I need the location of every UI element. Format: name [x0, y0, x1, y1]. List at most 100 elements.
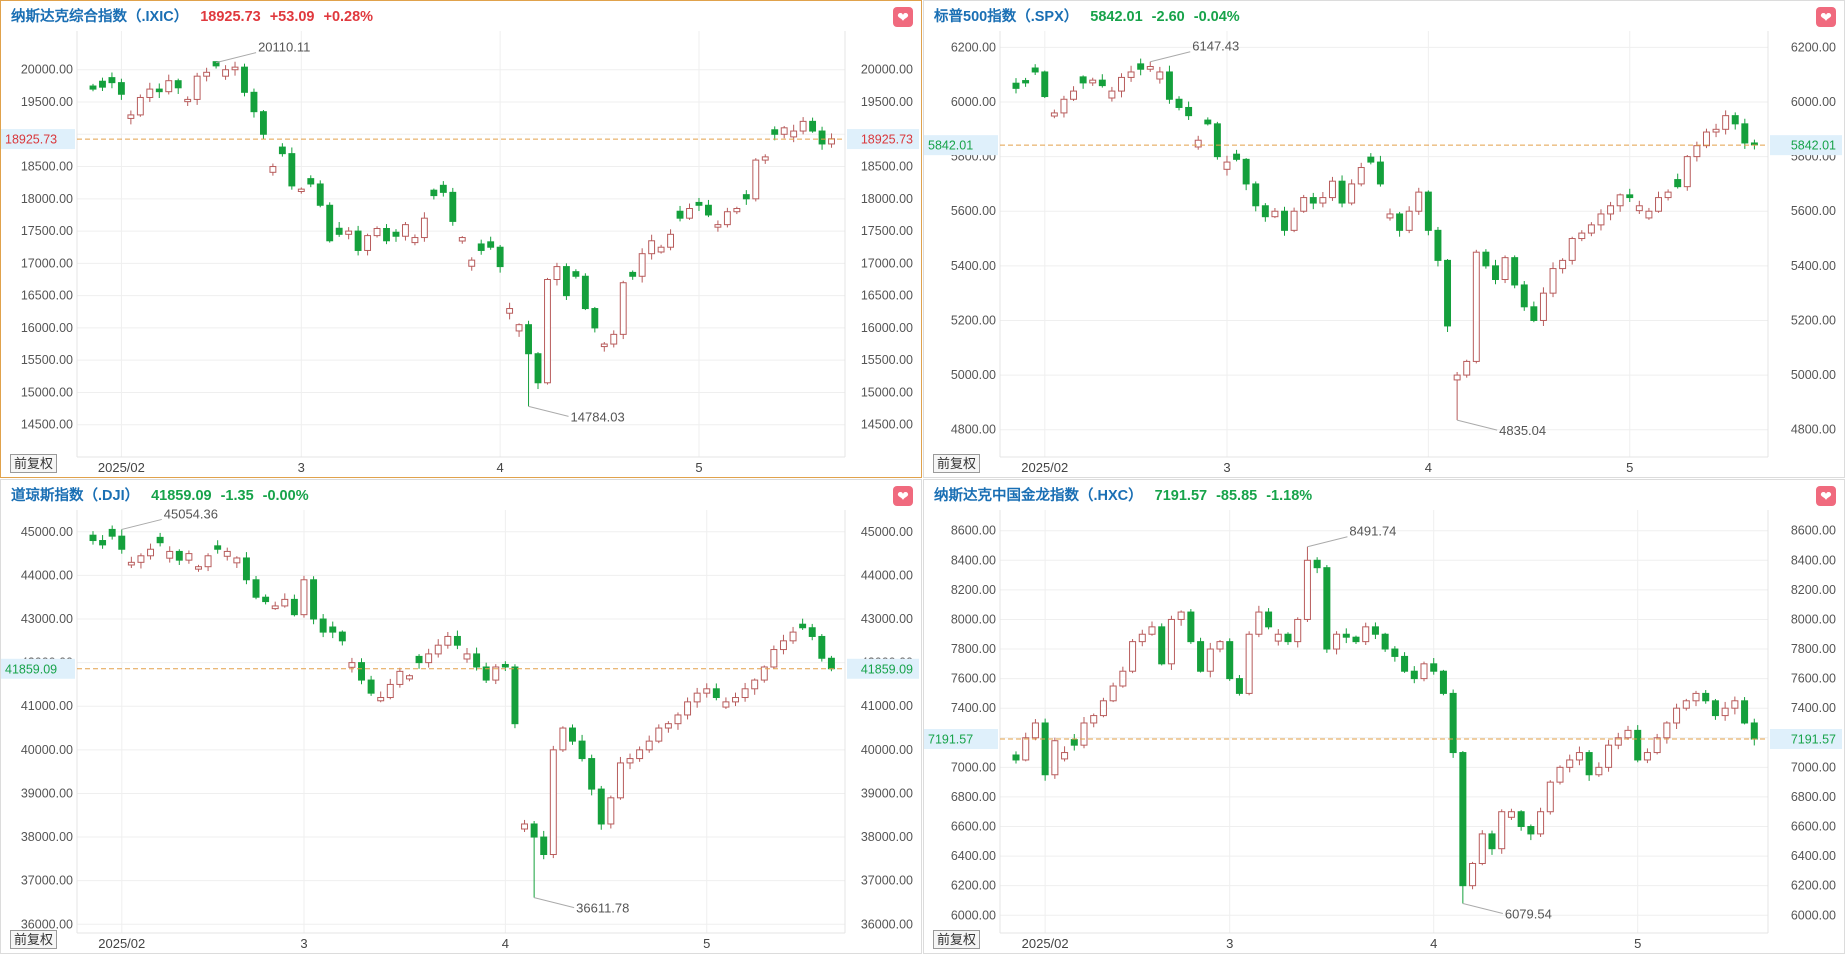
candle-down [329, 626, 337, 633]
y-tick-label-right: 4800.00 [1791, 423, 1836, 437]
index-name[interactable]: 纳斯达克综合指数（.IXIC） [11, 9, 189, 25]
index-name[interactable]: 标普500指数（.SPX） [934, 9, 1079, 25]
panel-ixic[interactable]: 纳斯达克综合指数（.IXIC） 18925.73 +53.09 +0.28% ❤ 20… [0, 0, 922, 478]
panel-hxc[interactable]: 纳斯达克中国金龙指数（.HXC） 7191.57 -85.85 -1.18% ❤ 86… [923, 479, 1845, 954]
candle-up [231, 66, 239, 71]
candle-up [544, 279, 551, 384]
candle-down [597, 788, 605, 825]
favorite-heart-icon[interactable]: ❤ [893, 486, 913, 506]
candlestick-chart[interactable]: 8600.00 8600.00 8400.00 8400.00 8200.00 8200.… [924, 480, 1844, 953]
candle-up [405, 675, 413, 680]
candle-up [1099, 700, 1107, 717]
candle-down [1424, 191, 1432, 231]
candle-up [137, 555, 145, 563]
candle-down [771, 129, 779, 135]
y-tick-label-right: 19500.00 [861, 95, 913, 109]
candle-down [307, 178, 315, 185]
candle-down [525, 324, 532, 355]
candle-up [1616, 194, 1624, 207]
candle-up [1653, 737, 1661, 754]
candle-down [108, 528, 116, 537]
candle-down [1313, 559, 1321, 569]
candle-up [1731, 700, 1739, 709]
candle-down [1750, 722, 1758, 740]
candlestick-chart[interactable]: 20000.0020000.0019500.0019500.0019000.00… [1, 1, 921, 477]
y-tick-label-right: 6000.00 [1791, 95, 1836, 109]
candle-up [411, 237, 419, 244]
candle-up [1463, 360, 1471, 376]
y-tick-label-left: 36000.00 [21, 917, 73, 931]
index-change-pct: +0.28% [323, 9, 374, 25]
candle-up [1206, 648, 1214, 672]
candle-up [281, 598, 289, 607]
candle-up [1420, 663, 1428, 680]
candle-up [1655, 197, 1662, 212]
current-price-label-left: 7191.57 [928, 733, 973, 747]
favorite-heart-icon[interactable]: ❤ [1816, 7, 1836, 27]
candle-down [1367, 156, 1375, 163]
candle-down [1012, 82, 1020, 89]
candle-down [588, 758, 596, 790]
candle-down [242, 557, 250, 581]
current-price-label-right: 18925.73 [861, 133, 913, 147]
candle-down [354, 230, 362, 251]
candle-up [751, 679, 759, 690]
candle-up [790, 130, 798, 138]
candle-up [1469, 862, 1477, 887]
candle-up [1061, 752, 1069, 760]
candle-down [1702, 692, 1710, 702]
candle-up [203, 71, 211, 77]
adjust-mode-button[interactable]: 前复权 [10, 454, 58, 473]
y-tick-label-left: 6400.00 [951, 849, 996, 863]
candle-up [402, 224, 409, 237]
index-price: 5842.01 [1090, 9, 1143, 25]
candle-down [1626, 194, 1634, 199]
candle-down [511, 666, 519, 725]
candle-up [1722, 115, 1730, 130]
y-tick-label-right: 15000.00 [861, 385, 913, 399]
candle-up [1148, 626, 1156, 635]
index-name[interactable]: 道琼斯指数（.DJI） [11, 488, 140, 504]
candle-down [1391, 648, 1399, 657]
candle-up [458, 237, 466, 242]
candle-down [1401, 655, 1409, 672]
candle-up [1328, 180, 1336, 199]
candle-up [1129, 641, 1137, 672]
favorite-heart-icon[interactable]: ❤ [1816, 486, 1836, 506]
candle-down [310, 579, 318, 620]
candle-down [1012, 754, 1020, 761]
y-tick-label-right: 8200.00 [1791, 583, 1836, 597]
candles [1012, 546, 1758, 904]
candle-up [789, 631, 797, 642]
candle-down [572, 271, 580, 277]
candle-up [760, 666, 768, 681]
y-tick-label-right: 17500.00 [861, 224, 913, 238]
panel-spx[interactable]: 标普500指数（.SPX） 5842.01 -2.60 -0.04% ❤ 6200.0… [923, 0, 1845, 478]
candle-down [1439, 670, 1447, 694]
x-tick-label: 3 [1226, 936, 1233, 951]
favorite-heart-icon[interactable]: ❤ [893, 7, 913, 27]
high-annotation-label: 20110.11 [258, 40, 310, 55]
candle-down [1031, 67, 1039, 73]
candle-up [271, 605, 279, 610]
adjust-mode-button[interactable]: 前复权 [10, 930, 58, 949]
candle-down [530, 823, 538, 838]
panel-dji[interactable]: 道琼斯指数（.DJI） 41859.09 -1.35 -0.00% ❤ 45000.0… [0, 479, 922, 954]
x-tick-label: 3 [1223, 460, 1230, 475]
y-tick-label-left: 6200.00 [951, 879, 996, 893]
candle-up [396, 670, 404, 685]
index-price: 41859.09 [151, 488, 212, 504]
y-tick-label-right: 5400.00 [1791, 259, 1836, 273]
candle-up [1108, 90, 1116, 99]
candle-up [723, 211, 731, 226]
candle-down [262, 596, 270, 603]
candle-down [89, 85, 97, 90]
candle-up [1643, 752, 1651, 761]
index-name[interactable]: 纳斯达克中国金龙指数（.HXC） [934, 488, 1143, 504]
adjust-mode-button[interactable]: 前复权 [933, 930, 981, 949]
candlestick-chart[interactable]: 45000.00 45000.00 44000.00 44000.00 43000.00… [1, 480, 921, 953]
adjust-mode-button[interactable]: 前复权 [933, 454, 981, 473]
y-tick-label-right: 18500.00 [861, 160, 913, 174]
candle-down [482, 666, 490, 681]
